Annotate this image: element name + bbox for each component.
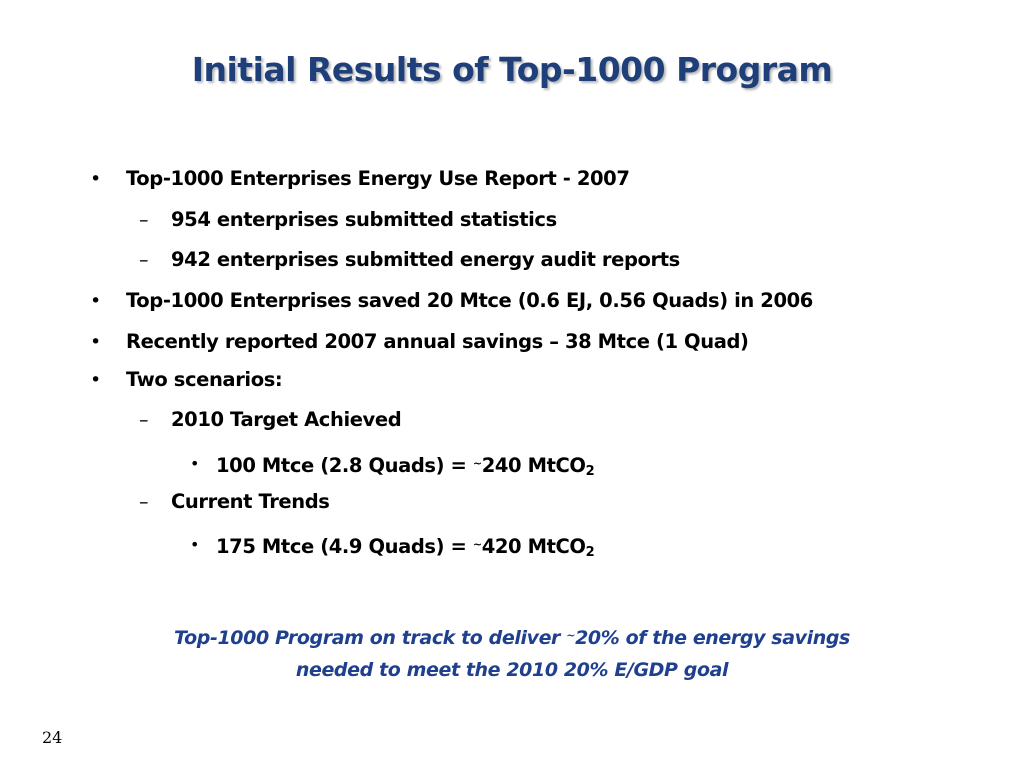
sub-item-text: Current Trends <box>171 490 330 513</box>
sub-item-text: 954 enterprises submitted statistics <box>171 208 557 231</box>
tilde-symbol: ~ <box>566 629 576 642</box>
subscript: 2 <box>585 464 595 479</box>
bullet-marker: • <box>90 369 101 391</box>
value-text-after: 420 MtCO <box>481 535 586 558</box>
tilde-symbol: ~ <box>472 457 482 470</box>
summary-text-after: 20% of the energy savings <box>575 627 850 649</box>
sub-item-statistics: – 954 enterprises submitted statistics <box>139 208 557 232</box>
sub-item-target-achieved: – 2010 Target Achieved <box>139 408 402 432</box>
bullet-marker: • <box>190 454 200 473</box>
dash-marker: – <box>139 491 149 513</box>
value-text-before: 100 Mtce (2.8 Quads) = <box>216 454 473 477</box>
sub-item-current-trends: – Current Trends <box>139 490 330 514</box>
bullet-item-savings-2007: • Recently reported 2007 annual savings … <box>90 330 749 354</box>
bullet-text: Two scenarios: <box>126 368 283 391</box>
subscript: 2 <box>585 545 595 560</box>
sub-sub-item-trends-value: • 175 Mtce (4.9 Quads) = ~420 MtCO2 <box>190 533 595 565</box>
tilde-symbol: ~ <box>472 538 482 551</box>
summary-text-before: Top-1000 Program on track to deliver <box>174 627 567 649</box>
bullet-marker: • <box>190 535 200 554</box>
bullet-marker: • <box>90 290 101 312</box>
bullet-text: Recently reported 2007 annual savings – … <box>126 330 749 353</box>
bullet-text: Top-1000 Enterprises Energy Use Report -… <box>126 167 630 190</box>
bullet-text: Top-1000 Enterprises saved 20 Mtce (0.6 … <box>126 289 813 312</box>
page-number: 24 <box>42 728 63 747</box>
bullet-item-savings-2006: • Top-1000 Enterprises saved 20 Mtce (0.… <box>90 289 813 313</box>
summary-line-2: needed to meet the 2010 20% E/GDP goal <box>295 659 729 681</box>
slide-title: Initial Results of Top-1000 Program <box>191 50 833 89</box>
sub-item-audit-reports: – 942 enterprises submitted energy audit… <box>139 248 680 272</box>
bullet-marker: • <box>90 168 101 190</box>
dash-marker: – <box>139 209 149 231</box>
dash-marker: – <box>139 409 149 431</box>
sub-item-text: 2010 Target Achieved <box>171 408 402 431</box>
bullet-marker: • <box>90 331 101 353</box>
summary-line-1: Top-1000 Program on track to deliver ~20… <box>112 620 912 654</box>
bullet-item-energy-report: • Top-1000 Enterprises Energy Use Report… <box>90 167 630 191</box>
summary-statement: Top-1000 Program on track to deliver ~20… <box>112 620 912 686</box>
bullet-item-scenarios: • Two scenarios: <box>90 368 283 392</box>
dash-marker: – <box>139 249 149 271</box>
value-text-before: 175 Mtce (4.9 Quads) = <box>216 535 473 558</box>
value-text-after: 240 MtCO <box>481 454 586 477</box>
sub-item-text: 942 enterprises submitted energy audit r… <box>171 248 680 271</box>
bullet-list: • Top-1000 Enterprises Energy Use Report… <box>90 167 813 565</box>
sub-sub-item-target-value: • 100 Mtce (2.8 Quads) = ~240 MtCO2 <box>190 452 595 484</box>
